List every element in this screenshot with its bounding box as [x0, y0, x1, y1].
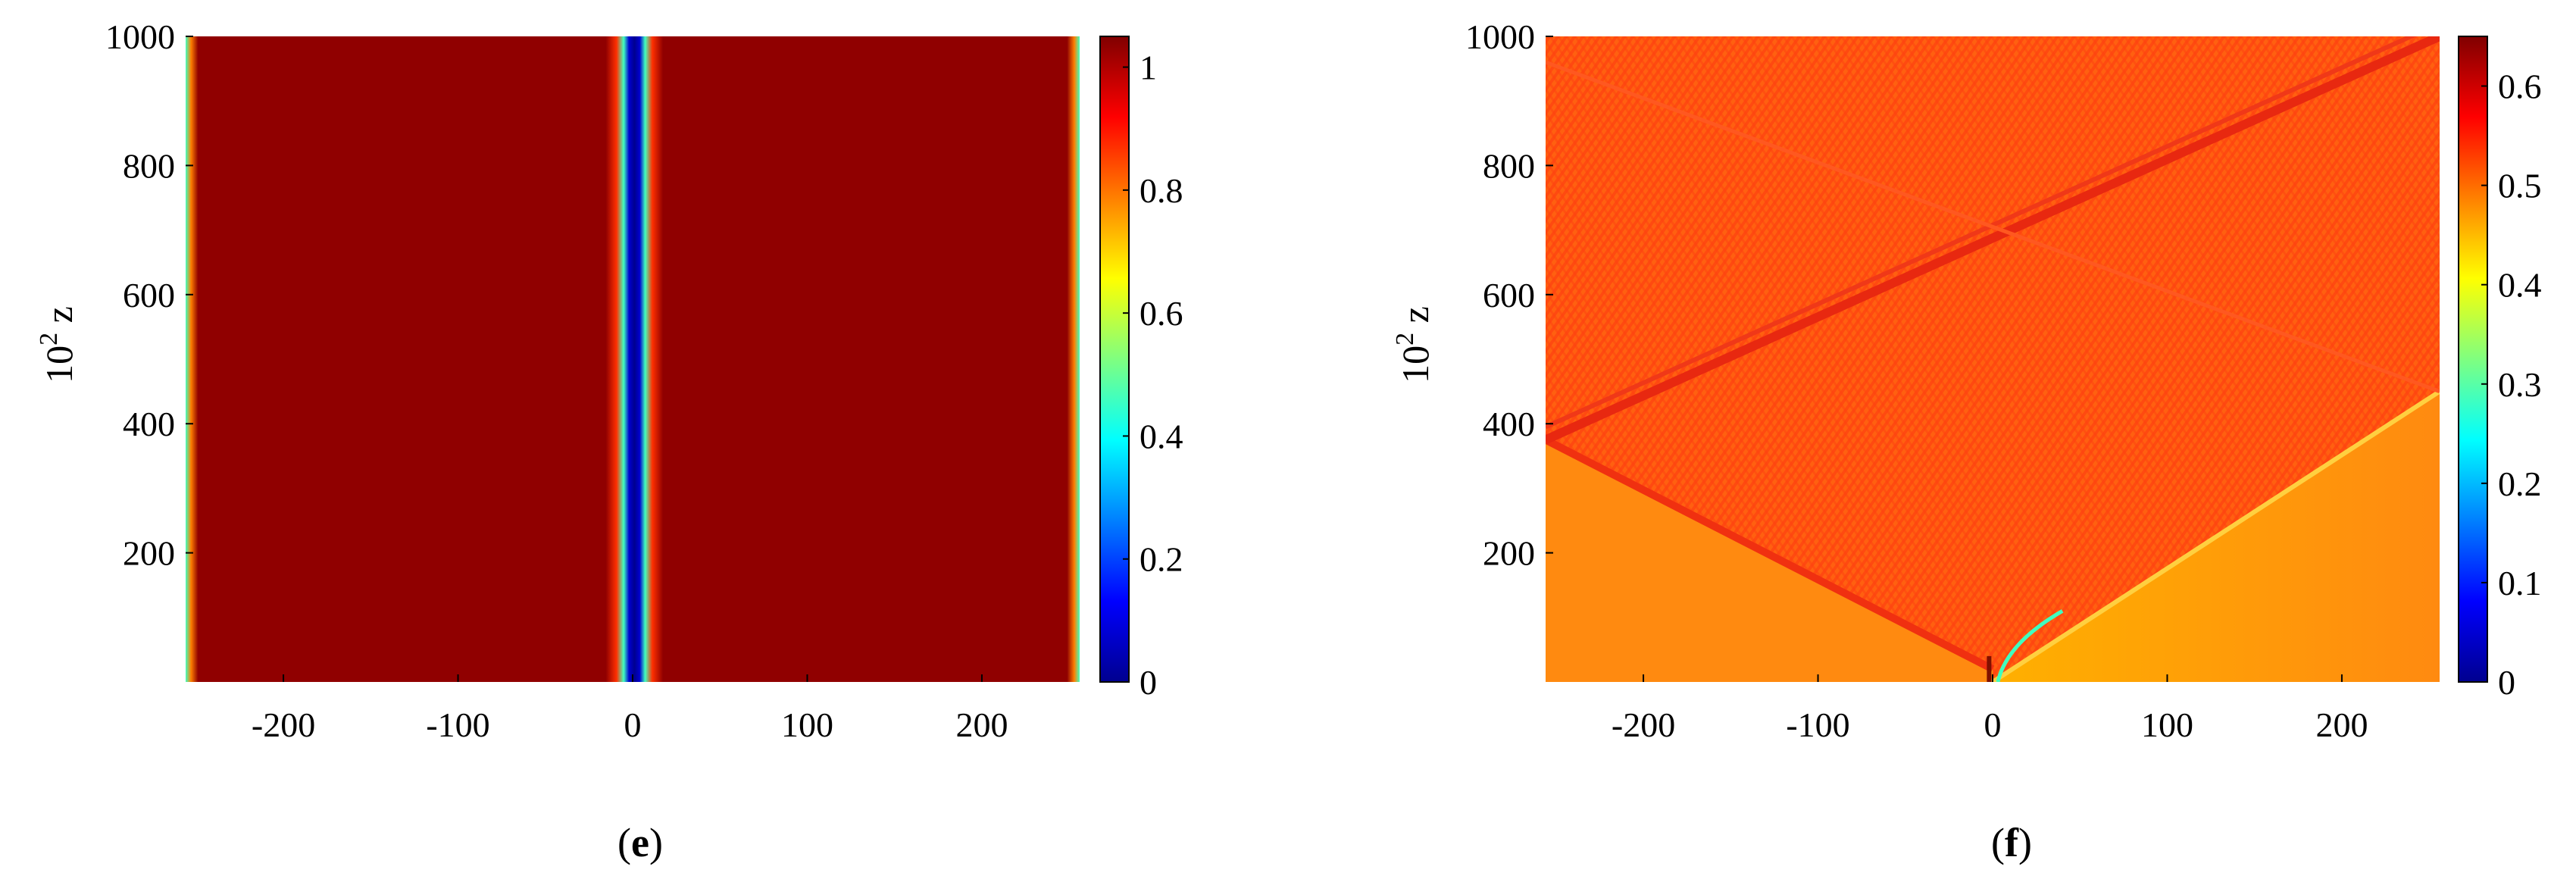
colorbar-tick-label-e: 0.4 [1140, 417, 1183, 455]
x-tick-label-e: -100 [426, 705, 489, 744]
y-tick-label-e: 600 [123, 276, 175, 314]
right-wave-reflect-f [1546, 60, 2440, 393]
y-tick-label-e: 1000 [105, 17, 175, 56]
colorbar-gradient-f [2458, 36, 2488, 683]
colorbar-tick-label-f: 0.4 [2498, 266, 2542, 305]
y-tick-label-f: 800 [1483, 146, 1535, 185]
right-wave-f [1991, 389, 2440, 682]
y-tick-label-f: 200 [1483, 534, 1535, 573]
left-wave-f [1546, 436, 1995, 673]
y-tick-label-f: 400 [1483, 405, 1535, 443]
x-tick-label-e: 200 [955, 705, 1008, 744]
colorbar-gradient-e [1099, 36, 1130, 683]
y-tick-label-e: 800 [123, 146, 175, 185]
shock-origin-f [1996, 609, 2064, 682]
x-tick-label-e: -200 [252, 705, 315, 744]
left-wave-reflect-f [1546, 36, 2440, 444]
colorbar-tick-label-e: 1 [1140, 48, 1157, 87]
heatmap-f [1546, 36, 2440, 682]
panel-f: -200 -100 0 100 200 200 400 600 800 1000 0 0.1 0.2… [1391, 17, 2542, 865]
panel-label-e: (e) [617, 820, 663, 865]
x-ticks-e: -200 -100 0 100 200 [252, 674, 1008, 744]
y-tick-label-e: 200 [123, 534, 175, 573]
colorbar-tick-label-e: 0.8 [1140, 171, 1183, 210]
heatmap-e [186, 36, 1080, 682]
colorbar-tick-label-e: 0.2 [1140, 540, 1183, 579]
colorbar-f: 0 0.1 0.2 0.3 0.4 0.5 0.6 [2458, 36, 2542, 702]
interference-overlay-f [1546, 36, 2440, 682]
x-tick-label-f: 0 [1984, 705, 2002, 744]
colorbar-tick-label-f: 0 [2498, 663, 2515, 702]
panel-e: -200 -100 0 100 200 200 400 600 800 1000 0 0.2 0.4… [35, 17, 1183, 865]
y-tick-label-f: 600 [1483, 276, 1535, 314]
colorbar-tick-label-e: 0.6 [1140, 294, 1183, 333]
colorbar-tick-label-f: 0.3 [2498, 365, 2542, 404]
y-ticks-f: 200 400 600 800 1000 [1465, 17, 1553, 573]
x-tick-label-e: 0 [624, 705, 642, 744]
colorbar-e: 0 0.2 0.4 0.6 0.8 1 [1099, 36, 1183, 702]
y-axis-label-e: 102 z [35, 306, 80, 383]
y-ticks-e: 200 400 600 800 1000 [105, 17, 193, 573]
y-axis-label-f: 102 z [1391, 306, 1436, 383]
y-tick-label-f: 1000 [1465, 17, 1535, 56]
colorbar-tick-label-e: 0 [1140, 663, 1157, 702]
colorbar-tick-label-f: 0.1 [2498, 564, 2542, 602]
x-tick-label-f: -200 [1612, 705, 1675, 744]
x-tick-label-f: -100 [1786, 705, 1849, 744]
field-e [186, 36, 1080, 682]
y-tick-label-e: 400 [123, 405, 175, 443]
colorbar-tick-label-f: 0.6 [2498, 67, 2542, 106]
x-ticks-f: -200 -100 0 100 200 [1612, 674, 2368, 744]
panel-label-f: (f) [1991, 820, 2032, 865]
x-tick-label-e: 100 [781, 705, 833, 744]
colorbar-tick-label-f: 0.5 [2498, 167, 2542, 205]
x-tick-label-f: 200 [2315, 705, 2368, 744]
colorbar-tick-label-f: 0.2 [2498, 464, 2542, 503]
x-tick-label-f: 100 [2141, 705, 2193, 744]
